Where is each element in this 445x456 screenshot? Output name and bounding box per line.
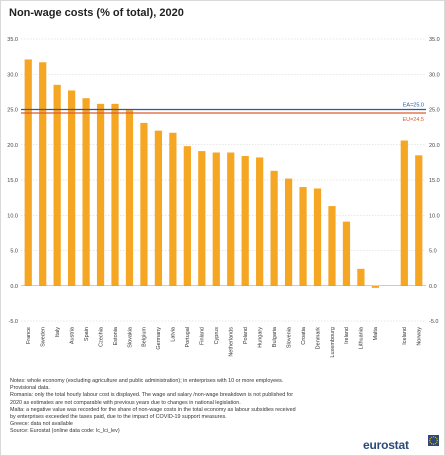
- bar: [241, 156, 249, 286]
- y-tick-label-left: 35.0: [7, 37, 18, 43]
- category-label: Denmark: [315, 327, 321, 350]
- bar: [256, 157, 264, 286]
- category-label: Austria: [69, 326, 75, 344]
- bar: [140, 122, 148, 286]
- y-tick-label-right: 25.0: [429, 108, 440, 114]
- y-tick-label-right: 30.0: [429, 72, 440, 78]
- category-label: Iceland: [402, 327, 408, 345]
- category-label: Germany: [156, 327, 162, 350]
- bar: [328, 206, 336, 286]
- bar: [227, 152, 235, 286]
- bar: [111, 103, 119, 286]
- y-tick-label-right: 0.0: [429, 284, 437, 290]
- bar: [357, 268, 365, 286]
- y-tick-label-left: 0.0: [10, 284, 18, 290]
- notes-block: Notes: whole economy (excluding agricult…: [10, 378, 430, 436]
- bar-chart: -5.0 -5.0 0.0 0.0 5.0 5.0 10.0 10.0 15.0 15.0 20.0…: [7, 37, 440, 358]
- eu-stars-icon: [428, 435, 439, 446]
- y-tick-label-left: 30.0: [7, 72, 18, 78]
- reference-line-label: EU=24.5: [402, 117, 424, 123]
- category-label: Croatia: [301, 326, 307, 345]
- bar: [24, 59, 32, 286]
- bar: [68, 90, 76, 286]
- y-tick-label-right: -5.0: [429, 319, 438, 325]
- bar: [125, 110, 134, 286]
- eurostat-logo: eurostat: [363, 438, 409, 452]
- category-label: Netherlands: [229, 327, 235, 357]
- category-label: Ireland: [344, 327, 350, 344]
- bar: [39, 62, 47, 286]
- y-tick-label-left: 25.0: [7, 108, 18, 114]
- category-label: France: [26, 327, 32, 344]
- reference-line-label: EA=25.0: [403, 103, 424, 109]
- category-label: Norway: [417, 327, 423, 346]
- category-label: Malta: [373, 326, 379, 340]
- y-tick-label-right: 20.0: [429, 143, 440, 149]
- note-line: Source: Eurostat (online data code: lc_l…: [10, 428, 120, 435]
- bar: [284, 178, 293, 286]
- bar: [154, 130, 163, 286]
- bar: [299, 187, 307, 286]
- category-label: Cyprus: [214, 327, 220, 345]
- note-line: Greece: data not available: [10, 421, 73, 428]
- note-line: Notes: whole economy (excluding agricult…: [10, 378, 284, 384]
- y-tick-label-right: 5.0: [429, 249, 437, 255]
- y-tick-label-left: 5.0: [10, 249, 18, 255]
- bar: [82, 98, 90, 286]
- bar: [313, 188, 322, 286]
- bar: [342, 221, 351, 286]
- bar: [415, 155, 423, 286]
- bar: [183, 146, 191, 286]
- y-tick-label-left: 15.0: [7, 178, 18, 184]
- category-label: Poland: [243, 327, 249, 344]
- y-tick-label-right: 15.0: [429, 178, 440, 184]
- category-label: Lithuania: [359, 326, 365, 349]
- category-label: Bulgaria: [272, 326, 278, 347]
- bar: [169, 132, 177, 286]
- bar: [198, 151, 206, 286]
- note-line: Malta: a negative value was recorded for…: [10, 406, 296, 413]
- bar: [400, 140, 408, 286]
- note-line: 2020 as estimates are not comparable wit…: [10, 399, 241, 406]
- bar: [270, 170, 278, 286]
- y-tick-label-right: 10.0: [429, 213, 440, 219]
- category-label: Finland: [200, 327, 206, 345]
- y-tick-label-left: 20.0: [7, 143, 18, 149]
- category-label: Czechia: [98, 326, 104, 347]
- category-label: Estonia: [113, 326, 119, 345]
- category-label: Latvia: [171, 326, 177, 342]
- category-label: Slovenia: [286, 326, 292, 348]
- category-label: Hungary: [257, 327, 263, 348]
- category-label: Slovakia: [127, 326, 133, 348]
- note-line: by enterprises exceeded the taxes paid, …: [10, 414, 227, 421]
- bar: [212, 152, 220, 286]
- category-label: Luxembourg: [330, 327, 336, 358]
- note-line: Provisional data.: [10, 385, 50, 392]
- category-label: Italy: [55, 327, 61, 337]
- y-tick-label-left: -5.0: [9, 319, 18, 325]
- bar: [53, 84, 61, 286]
- bar: [96, 103, 105, 286]
- note-line: Romania: only the total hourly labour co…: [10, 392, 294, 399]
- category-label: Belgium: [142, 327, 148, 347]
- category-label: Spain: [84, 327, 90, 341]
- y-tick-label-left: 10.0: [7, 213, 18, 219]
- y-tick-label-right: 35.0: [429, 37, 440, 43]
- bar: [371, 285, 379, 288]
- category-label: Portugal: [185, 327, 191, 348]
- chart-title: Non-wage costs (% of total), 2020: [9, 7, 184, 19]
- category-label: Sweden: [40, 327, 46, 347]
